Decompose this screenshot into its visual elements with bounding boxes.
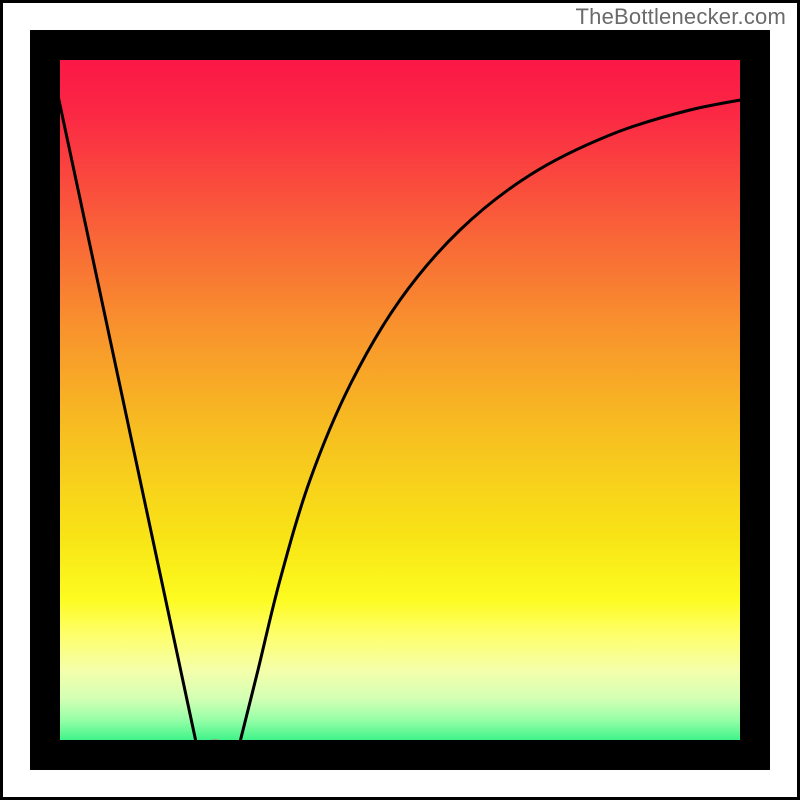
root: TheBottlenecker.com <box>0 0 800 800</box>
gradient-background <box>45 45 755 755</box>
chart-svg <box>0 0 800 800</box>
watermark-text: TheBottlenecker.com <box>576 4 786 30</box>
